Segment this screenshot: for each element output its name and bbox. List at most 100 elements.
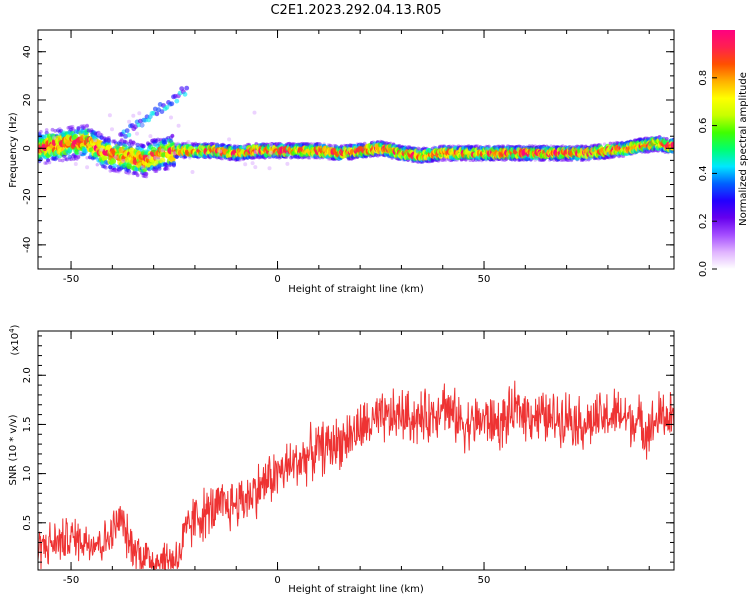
spectrogram-cell <box>93 138 98 143</box>
spectrogram-x-axis-label: Height of straight line (km) <box>288 284 424 295</box>
spectrogram-cell <box>169 135 173 140</box>
spectrogram-cell <box>108 169 113 173</box>
spectrogram-cell <box>107 113 112 118</box>
spectrogram-cell <box>144 172 149 177</box>
spectrogram-cell <box>75 157 79 161</box>
y-tick-label: 0.5 <box>22 515 33 531</box>
chart-title: C2E1.2023.292.04.13.R05 <box>270 3 441 18</box>
spectrogram-cell <box>250 161 255 166</box>
spectrogram-cell <box>416 146 421 151</box>
spectrogram-cell <box>190 170 195 174</box>
spectrogram-cell <box>182 91 188 97</box>
spectrogram-cell <box>112 167 117 172</box>
x-tick-label: 50 <box>478 274 491 285</box>
spectrogram-cell <box>85 165 90 170</box>
spectrogram-cell <box>166 167 170 171</box>
spectrogram-cell <box>174 154 179 159</box>
spectrogram-cell <box>174 142 179 147</box>
colorbar-tick-label: 0.8 <box>698 70 709 86</box>
spectrogram-cell <box>243 162 248 167</box>
spectrogram-cell <box>124 128 130 134</box>
y-tick-label: 1.5 <box>22 416 33 432</box>
spectrogram-cell <box>184 85 190 91</box>
spectrogram-cell <box>99 147 104 152</box>
colorbar-tick-label: 0.4 <box>698 165 709 181</box>
spectrogram-y-axis-label: Frequency (Hz) <box>8 112 19 188</box>
snr-panel: -50 0 50 2.0 1.5 1.0 0.5 Height of straight li… <box>8 324 675 595</box>
spectrogram-cell <box>85 123 89 128</box>
spectrogram-cell <box>328 143 332 148</box>
spectrogram-cell <box>211 142 215 146</box>
y-tick-label: -40 <box>22 237 33 253</box>
spectrogram-cell <box>326 157 331 161</box>
spectrogram-cell <box>126 132 132 138</box>
spectrogram-cell <box>253 165 258 170</box>
spectrogram-cell <box>148 134 153 139</box>
colorbar-ticks: 0.0 0.2 0.4 0.6 0.8 <box>698 70 717 277</box>
spectrogram-cell <box>171 163 176 168</box>
spectrogram-cell <box>85 156 89 160</box>
spectrogram-cell <box>443 158 448 162</box>
spectrogram-cell <box>559 158 564 162</box>
y-tick-label: 20 <box>22 94 33 107</box>
spectrogram-cell <box>159 109 165 114</box>
x-tick-label: 0 <box>274 575 280 586</box>
spectrogram-cell <box>164 105 170 110</box>
spectrogram-cell <box>127 169 132 174</box>
spectrogram-cell <box>153 169 157 173</box>
spectrogram-cell <box>608 141 613 146</box>
spectrogram-cell <box>170 133 175 138</box>
spectrogram-cell <box>670 141 674 149</box>
spectrogram-plot-area <box>38 85 674 179</box>
spectrogram-cell <box>442 158 447 162</box>
snr-y-axis-label: SNR (10 * v/v) <box>8 414 19 485</box>
spectrogram-cell <box>164 165 169 170</box>
colorbar-tick-label: 0.6 <box>698 118 709 134</box>
spectrogram-cell <box>306 155 311 160</box>
spectrogram-cell <box>147 155 152 160</box>
spectrogram-cell <box>43 161 47 165</box>
spectrogram-cell <box>86 128 91 133</box>
colorbar-label: Normalized spectral amplitude <box>738 72 749 226</box>
spectrogram-cell <box>104 165 108 170</box>
spectrogram-cell <box>46 158 50 163</box>
spectrogram-cell <box>326 143 331 147</box>
spectrogram-cell <box>135 142 140 147</box>
spectrogram-cell <box>128 139 133 144</box>
spectrogram-cell <box>85 124 89 128</box>
spectrogram-cell <box>664 137 669 141</box>
spectrogram-cell <box>614 140 618 145</box>
spectrogram-cell <box>130 142 134 147</box>
spectrogram-cell <box>112 163 117 169</box>
spectrogram-cell <box>113 155 118 160</box>
colorbar-tick-label: 0.2 <box>698 213 709 229</box>
spectrogram-cell <box>57 158 62 162</box>
spectrogram-cell <box>154 111 160 117</box>
spectrogram-cell <box>253 150 258 155</box>
spectrogram-cell <box>70 126 75 131</box>
spectrogram-cell <box>101 155 108 161</box>
spectrogram-cell <box>252 110 257 115</box>
spectrogram-cell <box>110 127 114 132</box>
colorbar: 0.0 0.2 0.4 0.6 0.8 Normalized spectral ampl… <box>698 30 749 277</box>
spectrogram-cell <box>131 140 136 145</box>
spectrogram-cell <box>141 144 146 149</box>
y-tick-label: 2.0 <box>22 367 33 383</box>
spectrogram-cell <box>154 169 159 173</box>
spectrogram-cell <box>218 149 223 154</box>
spectrogram-cell <box>172 151 177 156</box>
spectrogram-cell <box>39 129 43 134</box>
spectrogram-cell <box>120 137 124 142</box>
spectrogram-cell <box>241 144 246 149</box>
spectrogram-cell <box>76 126 81 131</box>
spectrogram-cell <box>44 130 49 135</box>
spectrogram-cell <box>76 155 81 159</box>
spectrogram-cell <box>140 165 145 170</box>
spectrogram-cell <box>174 98 180 104</box>
spectrogram-cell <box>150 146 157 153</box>
spectrogram-cell <box>227 137 232 142</box>
spectrogram-cell <box>64 157 69 162</box>
spectrogram-ticks: -50 0 50 40 20 0 -20 -40 <box>22 30 674 285</box>
spectrogram-cell <box>269 142 273 147</box>
snr-frame <box>37 330 675 571</box>
